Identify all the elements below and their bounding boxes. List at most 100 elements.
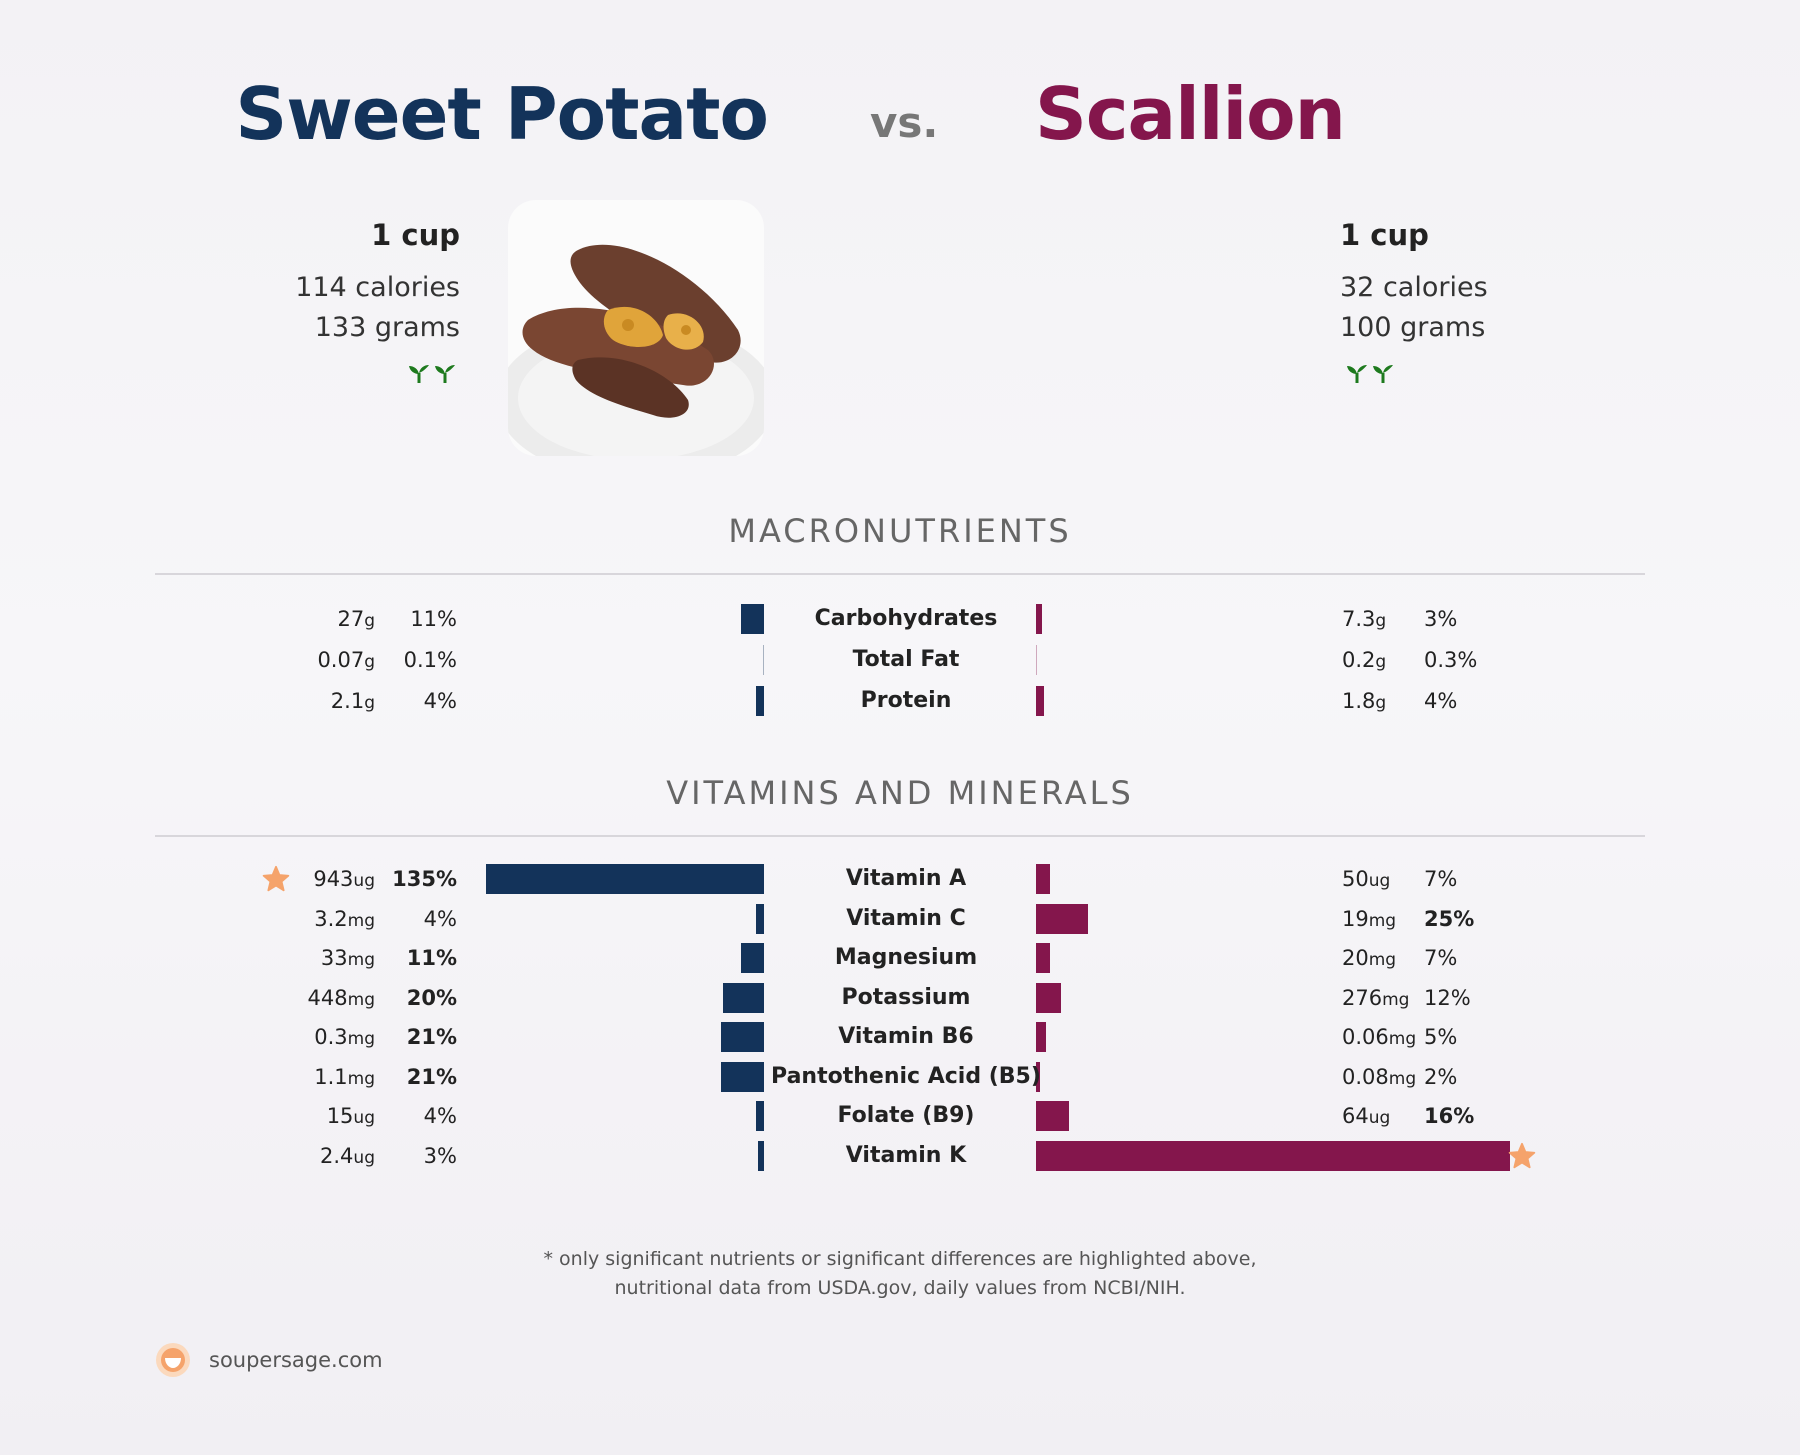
amount-unit: mg bbox=[347, 950, 375, 970]
amount-value: 3.2 bbox=[314, 906, 348, 931]
sprout-icon bbox=[409, 365, 429, 383]
left-amount: 2.4ug bbox=[320, 1138, 375, 1174]
amount-value: 0.07 bbox=[317, 648, 365, 672]
amount-unit: g bbox=[1375, 693, 1387, 713]
macronutrients-title: MACRONUTRIENTS bbox=[728, 512, 1072, 550]
amount-value: 2.4 bbox=[320, 1143, 354, 1168]
soupersage-logo-icon bbox=[156, 1343, 190, 1377]
left-bar bbox=[755, 903, 764, 934]
sprout-icon bbox=[435, 365, 455, 383]
amount-value: 64 bbox=[1342, 1104, 1369, 1128]
left-amount: 2.1g bbox=[331, 683, 375, 719]
left-percent-label: 3% bbox=[423, 1143, 457, 1168]
star-icon bbox=[1508, 1142, 1536, 1170]
right-bar bbox=[1036, 1061, 1041, 1092]
right-serving: 1 cup bbox=[1340, 218, 1429, 252]
left-calories: 114 calories bbox=[295, 272, 460, 303]
right-bar bbox=[1036, 864, 1051, 894]
left-percent-label: 4% bbox=[423, 906, 457, 931]
brand[interactable]: soupersage.com bbox=[155, 1342, 383, 1378]
amount-value: 0.2 bbox=[1342, 648, 1376, 672]
right-amount: 0.06mg bbox=[1342, 1019, 1416, 1055]
amount-value: 943 bbox=[313, 867, 354, 891]
footnote-line-2: nutritional data from USDA.gov, daily va… bbox=[614, 1277, 1186, 1299]
amount-unit: ug bbox=[353, 871, 375, 891]
right-percent-label: 16% bbox=[1424, 1104, 1475, 1128]
nutrient-row: 27g 11% 7.3g 3% Carbohydrates bbox=[0, 601, 1800, 637]
left-bar bbox=[741, 943, 764, 973]
nutrient-name: Carbohydrates bbox=[814, 606, 998, 631]
right-percent-label: 25% bbox=[1424, 906, 1475, 931]
left-amount: 3.2mg bbox=[314, 901, 375, 937]
left-amount: 15ug bbox=[327, 1098, 375, 1134]
left-percent-label: 21% bbox=[406, 1025, 457, 1049]
amount-value: 50 bbox=[1342, 867, 1369, 891]
left-bar bbox=[757, 1140, 764, 1171]
nutrient-name: Vitamin A bbox=[845, 866, 967, 891]
left-percent-label: 135% bbox=[392, 867, 457, 891]
vitamins-minerals-title: VITAMINS AND MINERALS bbox=[666, 774, 1134, 812]
left-amount: 27g bbox=[337, 601, 375, 637]
left-amount: 943ug bbox=[313, 861, 375, 897]
right-amount: 50ug bbox=[1342, 861, 1390, 897]
right-amount: 1.8g bbox=[1342, 683, 1386, 719]
nutrient-name: Vitamin B6 bbox=[838, 1024, 974, 1049]
right-percent-label: 7% bbox=[1424, 946, 1458, 970]
right-food-title: Scallion bbox=[1035, 72, 1346, 156]
amount-unit: mg bbox=[347, 989, 375, 1010]
amount-unit: g bbox=[1375, 652, 1387, 672]
amount-value: 27 bbox=[337, 607, 365, 631]
nutrient-row: 0.3mg 21% 0.06mg 5% Vitamin B6 bbox=[0, 1019, 1800, 1055]
right-amount: 0.2g bbox=[1342, 642, 1386, 678]
amount-unit: mg bbox=[347, 1029, 375, 1049]
amount-unit: mg bbox=[1368, 910, 1397, 931]
section-divider bbox=[155, 835, 1645, 837]
right-amount: 0.08mg bbox=[1342, 1059, 1416, 1095]
right-percent-label: 2% bbox=[1424, 1064, 1458, 1089]
left-bar bbox=[722, 982, 764, 1013]
left-grams: 133 grams bbox=[314, 312, 460, 343]
left-amount: 33mg bbox=[321, 940, 375, 976]
right-bar bbox=[1036, 1022, 1047, 1052]
left-percent-label: 20% bbox=[406, 985, 457, 1010]
amount-unit: ug bbox=[1368, 1108, 1391, 1128]
amount-unit: ug bbox=[353, 1147, 375, 1168]
right-amount: 19mg bbox=[1342, 901, 1396, 937]
right-amount: 20mg bbox=[1342, 940, 1396, 976]
amount-unit: ug bbox=[353, 1108, 375, 1128]
footnote-line-1: * only significant nutrients or signific… bbox=[543, 1248, 1257, 1270]
nutrient-name: Potassium bbox=[841, 984, 971, 1010]
nutrient-row: 3.2mg 4% 19mg 25% Vitamin C bbox=[0, 901, 1800, 937]
amount-value: 15 bbox=[326, 1104, 354, 1128]
left-bar bbox=[763, 645, 764, 675]
right-bar bbox=[1036, 645, 1037, 675]
right-bar bbox=[1036, 982, 1061, 1013]
right-amount: 276mg bbox=[1342, 980, 1409, 1016]
left-percent-label: 4% bbox=[423, 689, 457, 713]
amount-value: 276 bbox=[1342, 985, 1383, 1010]
amount-value: 1.8 bbox=[1342, 689, 1376, 713]
left-serving: 1 cup bbox=[371, 218, 460, 252]
amount-unit: mg bbox=[1382, 989, 1410, 1010]
nutrient-name: Vitamin K bbox=[845, 1142, 967, 1168]
nutrient-name: Pantothenic Acid (B5) bbox=[771, 1063, 1041, 1089]
amount-unit: mg bbox=[347, 1068, 375, 1089]
nutrient-name: Protein bbox=[860, 688, 952, 713]
right-grams: 100 grams bbox=[1340, 312, 1486, 343]
right-bar bbox=[1036, 604, 1043, 634]
right-bar bbox=[1036, 903, 1088, 934]
nutrient-name: Total Fat bbox=[852, 647, 960, 672]
amount-unit: ug bbox=[1368, 871, 1391, 891]
nutrient-row: 2.1g 4% 1.8g 4% Protein bbox=[0, 683, 1800, 719]
amount-unit: g bbox=[364, 652, 375, 672]
right-percent-label: 7% bbox=[1424, 867, 1458, 891]
right-amount: 7.3g bbox=[1342, 601, 1386, 637]
right-amount: 64ug bbox=[1342, 1098, 1390, 1134]
sprout-icon bbox=[1347, 365, 1367, 383]
left-bar bbox=[741, 604, 764, 634]
footnote: * only significant nutrients or signific… bbox=[0, 1245, 1800, 1303]
amount-unit: mg bbox=[347, 910, 375, 931]
left-bar bbox=[720, 1022, 764, 1052]
left-amount: 0.07g bbox=[317, 642, 375, 678]
